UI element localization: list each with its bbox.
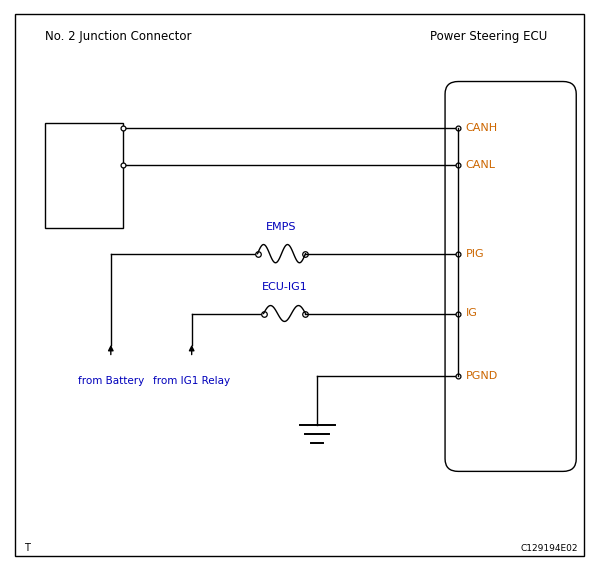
Text: No. 2 Junction Connector: No. 2 Junction Connector — [45, 30, 192, 43]
Text: EMPS: EMPS — [267, 222, 297, 232]
Text: PGND: PGND — [465, 371, 498, 381]
Text: T: T — [24, 543, 30, 553]
Text: CANH: CANH — [465, 123, 498, 133]
Text: C129194E02: C129194E02 — [521, 544, 578, 553]
Text: ECU-IG1: ECU-IG1 — [262, 282, 307, 292]
Text: from Battery: from Battery — [78, 376, 144, 386]
Text: Power Steering ECU: Power Steering ECU — [429, 30, 547, 43]
Bar — [45, 123, 123, 228]
Text: from IG1 Relay: from IG1 Relay — [153, 376, 230, 386]
Text: PIG: PIG — [465, 249, 484, 259]
Text: IG: IG — [465, 308, 477, 319]
Text: CANL: CANL — [465, 160, 495, 170]
FancyBboxPatch shape — [445, 82, 576, 471]
